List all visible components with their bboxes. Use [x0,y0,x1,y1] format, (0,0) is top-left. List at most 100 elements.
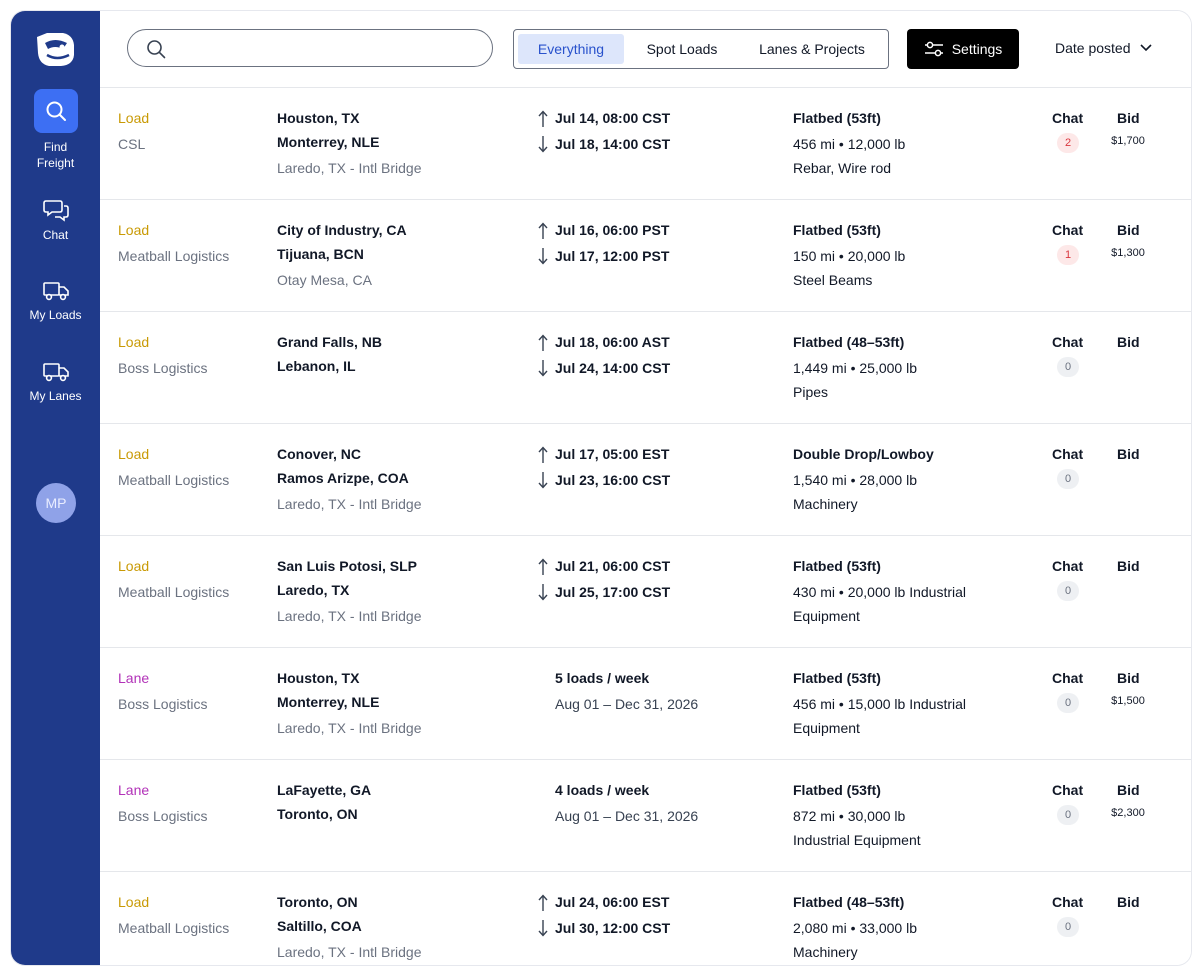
sidebar: Find Freight Chat My Loads [11,11,100,965]
chat-count-badge[interactable]: 0 [1057,469,1079,489]
table-row[interactable]: Load CSL Houston, TX Monterrey, NLE Lare… [100,88,1191,200]
arrow-up-icon [538,446,548,463]
sidebar-item-my-loads[interactable]: My Loads [11,279,100,323]
load-specs-line: 456 mi • 12,000 lb [793,136,906,152]
bid-label[interactable]: Bid [1117,782,1140,798]
equipment-type: Flatbed (48–53ft) [793,894,905,910]
chat-count-badge[interactable]: 0 [1057,581,1079,601]
bid-label[interactable]: Bid [1117,558,1140,574]
pickup-time: Jul 14, 08:00 CST [555,110,671,126]
arrow-down-icon [538,472,548,489]
equipment-type: Flatbed (53ft) [793,110,881,126]
origin-city: Houston, TX [277,110,360,126]
listing-type: Load [118,334,150,350]
bid-amount: $2,300 [1111,807,1145,819]
search-box[interactable] [127,29,493,67]
settings-button[interactable]: Settings [907,29,1019,69]
chat-count-badge[interactable]: 0 [1057,357,1079,377]
settings-label: Settings [951,41,1003,57]
bid-label[interactable]: Bid [1117,894,1140,910]
avatar[interactable]: MP [36,483,76,523]
sidebar-item-label: Freight [36,156,75,170]
table-row[interactable]: Lane Boss Logistics Houston, TX Monterre… [100,648,1191,760]
listing-type: Load [118,110,150,126]
arrow-down-icon [538,136,548,153]
listing-type: Lane [118,782,150,798]
chat-label[interactable]: Chat [1052,446,1084,462]
bid-label[interactable]: Bid [1117,334,1140,350]
bid-label[interactable]: Bid [1117,670,1140,686]
tab-spot-loads[interactable]: Spot Loads [646,41,718,57]
app-window: Find Freight Chat My Loads [11,11,1191,965]
chat-count-badge[interactable]: 0 [1057,693,1079,713]
equipment-type: Flatbed (48–53ft) [793,334,905,350]
load-specs-line: 2,080 mi • 33,000 lb [793,920,917,936]
pickup-time: Jul 24, 06:00 EST [555,894,670,910]
search-input[interactable] [176,36,480,62]
load-specs: 150 mi • 20,000 lb Steel Beams [793,244,993,292]
crossing-point: Laredo, TX - Intl Bridge [277,944,422,960]
lane-frequency: 5 loads / week [555,670,650,686]
toolbar: Everything Spot Loads Lanes & Projects S… [100,11,1191,88]
origin-city: Conover, NC [277,446,362,462]
bid-label[interactable]: Bid [1117,446,1140,462]
bid-label[interactable]: Bid [1117,222,1140,238]
chat-label[interactable]: Chat [1052,222,1084,238]
company-name: Meatball Logistics [118,248,230,264]
equipment-type: Flatbed (53ft) [793,782,881,798]
origin-city: Toronto, ON [277,894,358,910]
company-name: Meatball Logistics [118,920,230,936]
chat-label[interactable]: Chat [1052,782,1084,798]
load-specs-line: 430 mi • 20,000 lb Industrial [793,584,967,600]
dropoff-time: Jul 23, 16:00 CST [555,472,671,488]
chat-count-badge[interactable]: 0 [1057,805,1079,825]
table-row[interactable]: Load Meatball Logistics Conover, NC Ramo… [100,424,1191,536]
table-row[interactable]: Load Meatball Logistics Toronto, ON Salt… [100,872,1191,965]
load-specs: 872 mi • 30,000 lb Industrial Equipment [793,804,993,852]
lane-date-range: Aug 01 – Dec 31, 2026 [555,696,699,712]
equipment-type: Flatbed (53ft) [793,222,881,238]
chat-label[interactable]: Chat [1052,334,1084,350]
table-row[interactable]: Load Meatball Logistics San Luis Potosi,… [100,536,1191,648]
company-name: Meatball Logistics [118,584,230,600]
chat-count-badge[interactable]: 0 [1057,917,1079,937]
load-specs-line: Machinery [793,496,858,512]
load-specs-line: 1,449 mi • 25,000 lb [793,360,917,376]
pickup-time: Jul 16, 06:00 PST [555,222,670,238]
bid-label[interactable]: Bid [1117,110,1140,126]
sidebar-item-label: Chat [42,228,69,242]
listing-type: Load [118,446,150,462]
table-row[interactable]: Load Meatball Logistics City of Industry… [100,200,1191,312]
search-icon [147,40,166,59]
chat-label[interactable]: Chat [1052,110,1084,126]
sort-dropdown[interactable]: Date posted [1055,40,1153,56]
sidebar-item-find-freight[interactable]: Find Freight [11,89,100,171]
table-row[interactable]: Lane Boss Logistics LaFayette, GA Toront… [100,760,1191,872]
chevron-down-icon [1139,44,1152,52]
arrow-up-icon [538,894,548,911]
origin-city: Houston, TX [277,670,360,686]
chat-count-badge[interactable]: 2 [1057,133,1079,153]
chat-label[interactable]: Chat [1052,558,1084,574]
chat-count-badge[interactable]: 1 [1057,245,1079,265]
sidebar-item-my-lanes[interactable]: My Lanes [11,360,100,404]
table-row[interactable]: Load Boss Logistics Grand Falls, NB Leba… [100,312,1191,424]
pickup-time: Jul 17, 05:00 EST [555,446,670,462]
chat-label[interactable]: Chat [1052,894,1084,910]
arrow-down-icon [538,248,548,265]
company-name: Boss Logistics [118,808,208,824]
freight-list: Load CSL Houston, TX Monterrey, NLE Lare… [100,88,1191,965]
listing-type: Load [118,222,150,238]
crossing-point: Laredo, TX - Intl Bridge [277,160,422,176]
tab-lanes-projects[interactable]: Lanes & Projects [759,41,865,57]
destination-city: Toronto, ON [277,806,358,822]
load-specs: 456 mi • 12,000 lb Rebar, Wire rod [793,132,993,180]
origin-city: City of Industry, CA [277,222,407,238]
arrow-up-icon [538,334,548,351]
pickup-time: Jul 21, 06:00 CST [555,558,671,574]
arrow-up-icon [538,222,548,239]
sidebar-item-chat[interactable]: Chat [11,197,100,243]
tab-everything[interactable]: Everything [518,34,624,64]
logo-icon[interactable] [33,29,77,69]
chat-label[interactable]: Chat [1052,670,1084,686]
